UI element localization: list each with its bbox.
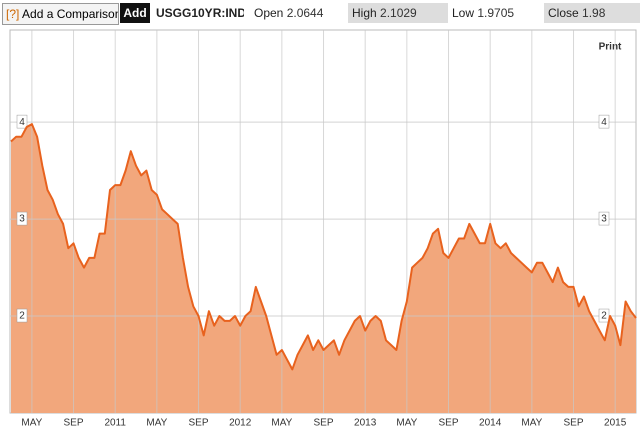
x-tick-label: MAY — [21, 418, 42, 429]
x-tick-label: MAY — [521, 418, 542, 429]
close-value: 1.98 — [582, 6, 606, 20]
low-value: 1.9705 — [477, 6, 515, 20]
x-tick-label: 2012 — [229, 418, 252, 429]
y-tick-label: 2 — [19, 311, 25, 322]
low-label: Low — [452, 6, 475, 20]
x-tick-label: SEP — [64, 418, 84, 429]
y-tick-box — [16, 211, 28, 226]
x-tick-label: 2013 — [354, 418, 377, 429]
high-box: High 2.1029 — [348, 3, 448, 23]
x-tick-label: MAY — [271, 418, 292, 429]
y-tick-box — [598, 211, 610, 226]
y-tick-label: 2 — [601, 311, 607, 322]
y-tick-label: 4 — [601, 117, 607, 128]
series-line — [10, 123, 637, 371]
ticker: USGG10YR:IND — [156, 6, 244, 20]
y-tick-label: 3 — [19, 214, 25, 225]
y-tick-box — [598, 114, 610, 129]
low-box: Low 1.9705 — [448, 3, 542, 23]
y-tick-label: 3 — [601, 214, 607, 225]
compare-button[interactable]: [?] Add a Comparison — [2, 3, 119, 25]
print-link[interactable]: Print — [599, 42, 622, 53]
close-label: Close — [548, 6, 579, 20]
add-button[interactable]: Add — [120, 3, 150, 23]
open-box: Open 2.0644 — [250, 3, 344, 23]
x-tick-label: 2011 — [104, 418, 126, 429]
x-tick-label: SEP — [314, 418, 334, 429]
open-value: 2.0644 — [286, 6, 324, 20]
x-tick-label: 2015 — [604, 418, 627, 429]
y-tick-label: 4 — [19, 117, 25, 128]
high-value: 2.1029 — [380, 6, 417, 20]
high-label: High — [352, 6, 377, 20]
close-box: Close 1.98 — [544, 3, 640, 23]
x-tick-label: SEP — [563, 418, 583, 429]
y-tick-box — [16, 308, 28, 323]
x-tick-label: 2014 — [479, 418, 502, 429]
x-tick-label: SEP — [439, 418, 459, 429]
x-tick-label: MAY — [396, 418, 417, 429]
x-tick-label: MAY — [146, 418, 167, 429]
toolbar: [?] Add a Comparison Add USGG10YR:IND Op… — [0, 0, 640, 28]
help-icon: [?] — [6, 7, 20, 21]
area-fill — [11, 124, 636, 413]
y-tick-box — [16, 114, 28, 129]
y-tick-box — [598, 308, 610, 323]
open-label: Open — [254, 6, 284, 20]
x-tick-label: SEP — [189, 418, 209, 429]
compare-label: Add a Comparison — [22, 7, 119, 21]
